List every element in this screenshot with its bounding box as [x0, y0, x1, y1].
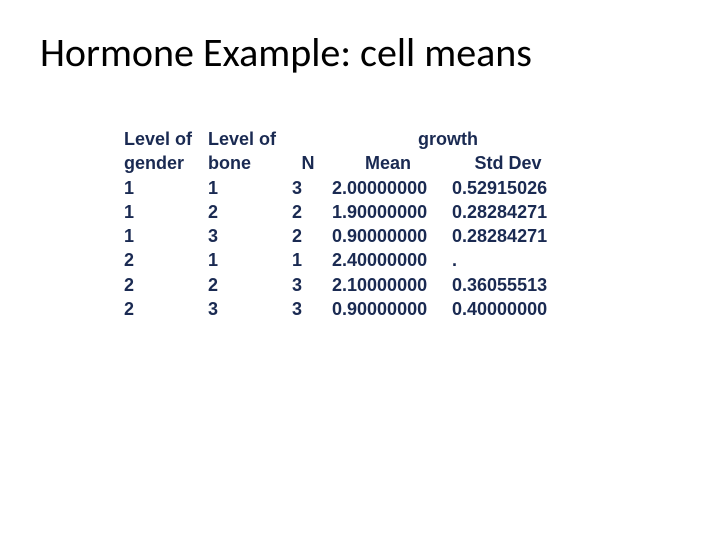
cell-bone: 1 [204, 176, 288, 200]
cell-mean: 1.90000000 [328, 200, 448, 224]
cell-n: 3 [288, 176, 328, 200]
hdr-gender-line1: Level of [120, 127, 204, 151]
hdr-gender-line2: gender [120, 151, 204, 175]
cell-gender: 1 [120, 224, 204, 248]
cell-bone: 3 [204, 224, 288, 248]
table-row: 2 1 1 2.40000000 . [120, 248, 568, 272]
cell-std: 0.40000000 [448, 297, 568, 321]
cell-mean: 2.00000000 [328, 176, 448, 200]
cell-gender: 1 [120, 200, 204, 224]
cell-bone: 2 [204, 200, 288, 224]
cell-gender: 1 [120, 176, 204, 200]
cell-n: 2 [288, 200, 328, 224]
slide-title: Hormone Example: cell means [40, 28, 680, 77]
table-row: 2 3 3 0.90000000 0.40000000 [120, 297, 568, 321]
cell-bone: 3 [204, 297, 288, 321]
cell-std: 0.52915026 [448, 176, 568, 200]
cell-std: . [448, 248, 568, 272]
cell-std: 0.28284271 [448, 224, 568, 248]
cell-n: 2 [288, 224, 328, 248]
cell-bone: 1 [204, 248, 288, 272]
cell-bone: 2 [204, 273, 288, 297]
hdr-bone-line1: Level of [204, 127, 288, 151]
table-row: 1 1 3 2.00000000 0.52915026 [120, 176, 568, 200]
cell-std: 0.36055513 [448, 273, 568, 297]
table-header-row-1: Level of Level of N growth [120, 127, 568, 151]
cell-mean: 2.10000000 [328, 273, 448, 297]
cell-n: 3 [288, 273, 328, 297]
slide: Hormone Example: cell means Level of Lev… [0, 0, 720, 540]
table-row: 1 2 2 1.90000000 0.28284271 [120, 200, 568, 224]
cell-n: 3 [288, 297, 328, 321]
table-header-row-2: gender bone Mean Std Dev [120, 151, 568, 175]
hdr-std: Std Dev [448, 151, 568, 175]
cell-gender: 2 [120, 297, 204, 321]
cell-std: 0.28284271 [448, 200, 568, 224]
cell-means-table: Level of Level of N growth gender bone M… [120, 127, 568, 321]
cell-gender: 2 [120, 273, 204, 297]
data-table-wrap: Level of Level of N growth gender bone M… [120, 127, 680, 321]
hdr-n: N [288, 127, 328, 176]
cell-mean: 2.40000000 [328, 248, 448, 272]
table-row: 1 3 2 0.90000000 0.28284271 [120, 224, 568, 248]
table-row: 2 2 3 2.10000000 0.36055513 [120, 273, 568, 297]
cell-mean: 0.90000000 [328, 224, 448, 248]
cell-gender: 2 [120, 248, 204, 272]
hdr-growth-group: growth [328, 127, 568, 151]
cell-mean: 0.90000000 [328, 297, 448, 321]
hdr-mean: Mean [328, 151, 448, 175]
hdr-bone-line2: bone [204, 151, 288, 175]
cell-n: 1 [288, 248, 328, 272]
